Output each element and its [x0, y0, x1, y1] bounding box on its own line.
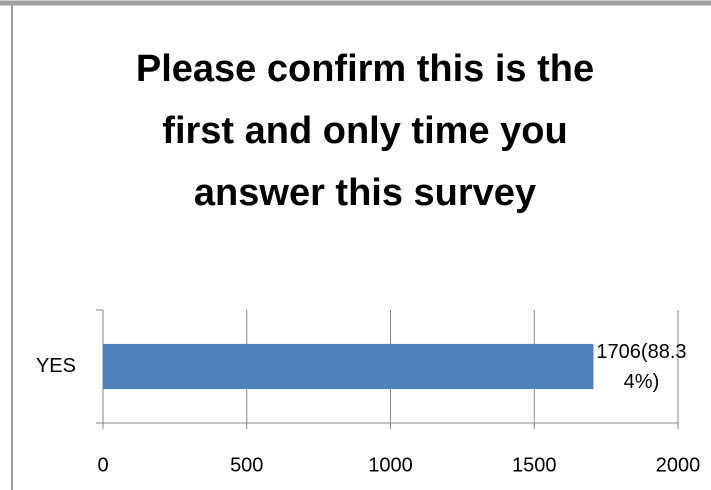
x-tick-label: 2000 — [656, 454, 701, 476]
chart-title: Please confirm this is the first and onl… — [135, 48, 595, 214]
y-tick-label: YES — [36, 355, 76, 377]
data-label-box: 1706(88.34%) — [596, 340, 687, 393]
x-tick-label: 500 — [230, 454, 263, 476]
x-tick-label: 1000 — [368, 454, 413, 476]
data-label: 1706(88.34%) — [596, 340, 687, 393]
x-tick-label: 0 — [97, 454, 108, 476]
bar — [103, 343, 594, 390]
x-tick-label: 1500 — [512, 454, 557, 476]
